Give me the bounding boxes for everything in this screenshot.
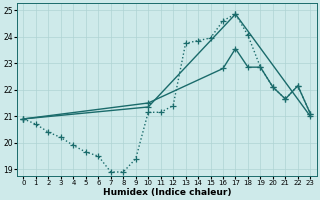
X-axis label: Humidex (Indice chaleur): Humidex (Indice chaleur) <box>103 188 231 197</box>
